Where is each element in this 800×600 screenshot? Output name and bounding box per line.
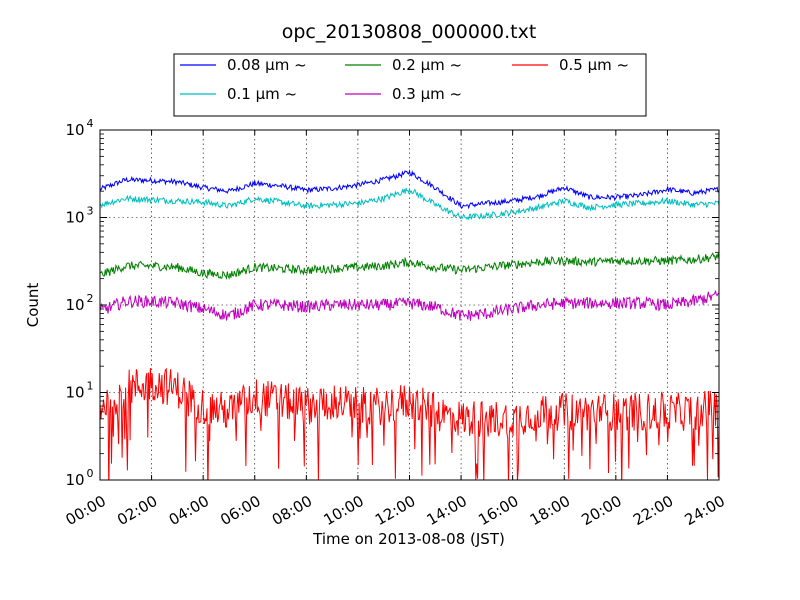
y-axis-label: Count: [24, 283, 42, 328]
legend-label: 0.2 μm ~: [392, 56, 462, 74]
y-tick-exponent: 3: [87, 205, 94, 218]
legend-label: 0.1 μm ~: [227, 85, 297, 103]
y-tick-label: 10: [65, 471, 84, 489]
y-tick-label: 10: [65, 384, 84, 402]
series-line: [100, 290, 719, 321]
legend-box: [173, 53, 647, 117]
y-tick-label: 10: [65, 296, 84, 314]
chart-title: opc_20130808_000000.txt: [282, 21, 537, 43]
series-line: [100, 187, 719, 221]
y-tick-label: 10: [65, 209, 84, 227]
y-tick-label: 10: [65, 121, 84, 139]
y-tick-exponent: 1: [87, 380, 94, 393]
series-line: [100, 252, 719, 281]
y-tick-exponent: 2: [87, 292, 94, 305]
y-tick-exponent: 0: [87, 467, 94, 480]
x-axis-label: Time on 2013-08-08 (JST): [312, 530, 505, 548]
series-layer: [100, 168, 719, 480]
y-tick-exponent: 4: [87, 117, 94, 130]
legend: 0.08 μm ~ 0.1 μm ~ 0.2 μm ~ 0.3 μm ~ 0.5 μm …: [173, 53, 647, 117]
legend-label: 0.08 μm ~: [227, 56, 307, 74]
series-line: [100, 367, 719, 480]
legend-label: 0.5 μm ~: [559, 56, 629, 74]
series-line: [100, 168, 719, 210]
legend-label: 0.3 μm ~: [392, 85, 462, 103]
